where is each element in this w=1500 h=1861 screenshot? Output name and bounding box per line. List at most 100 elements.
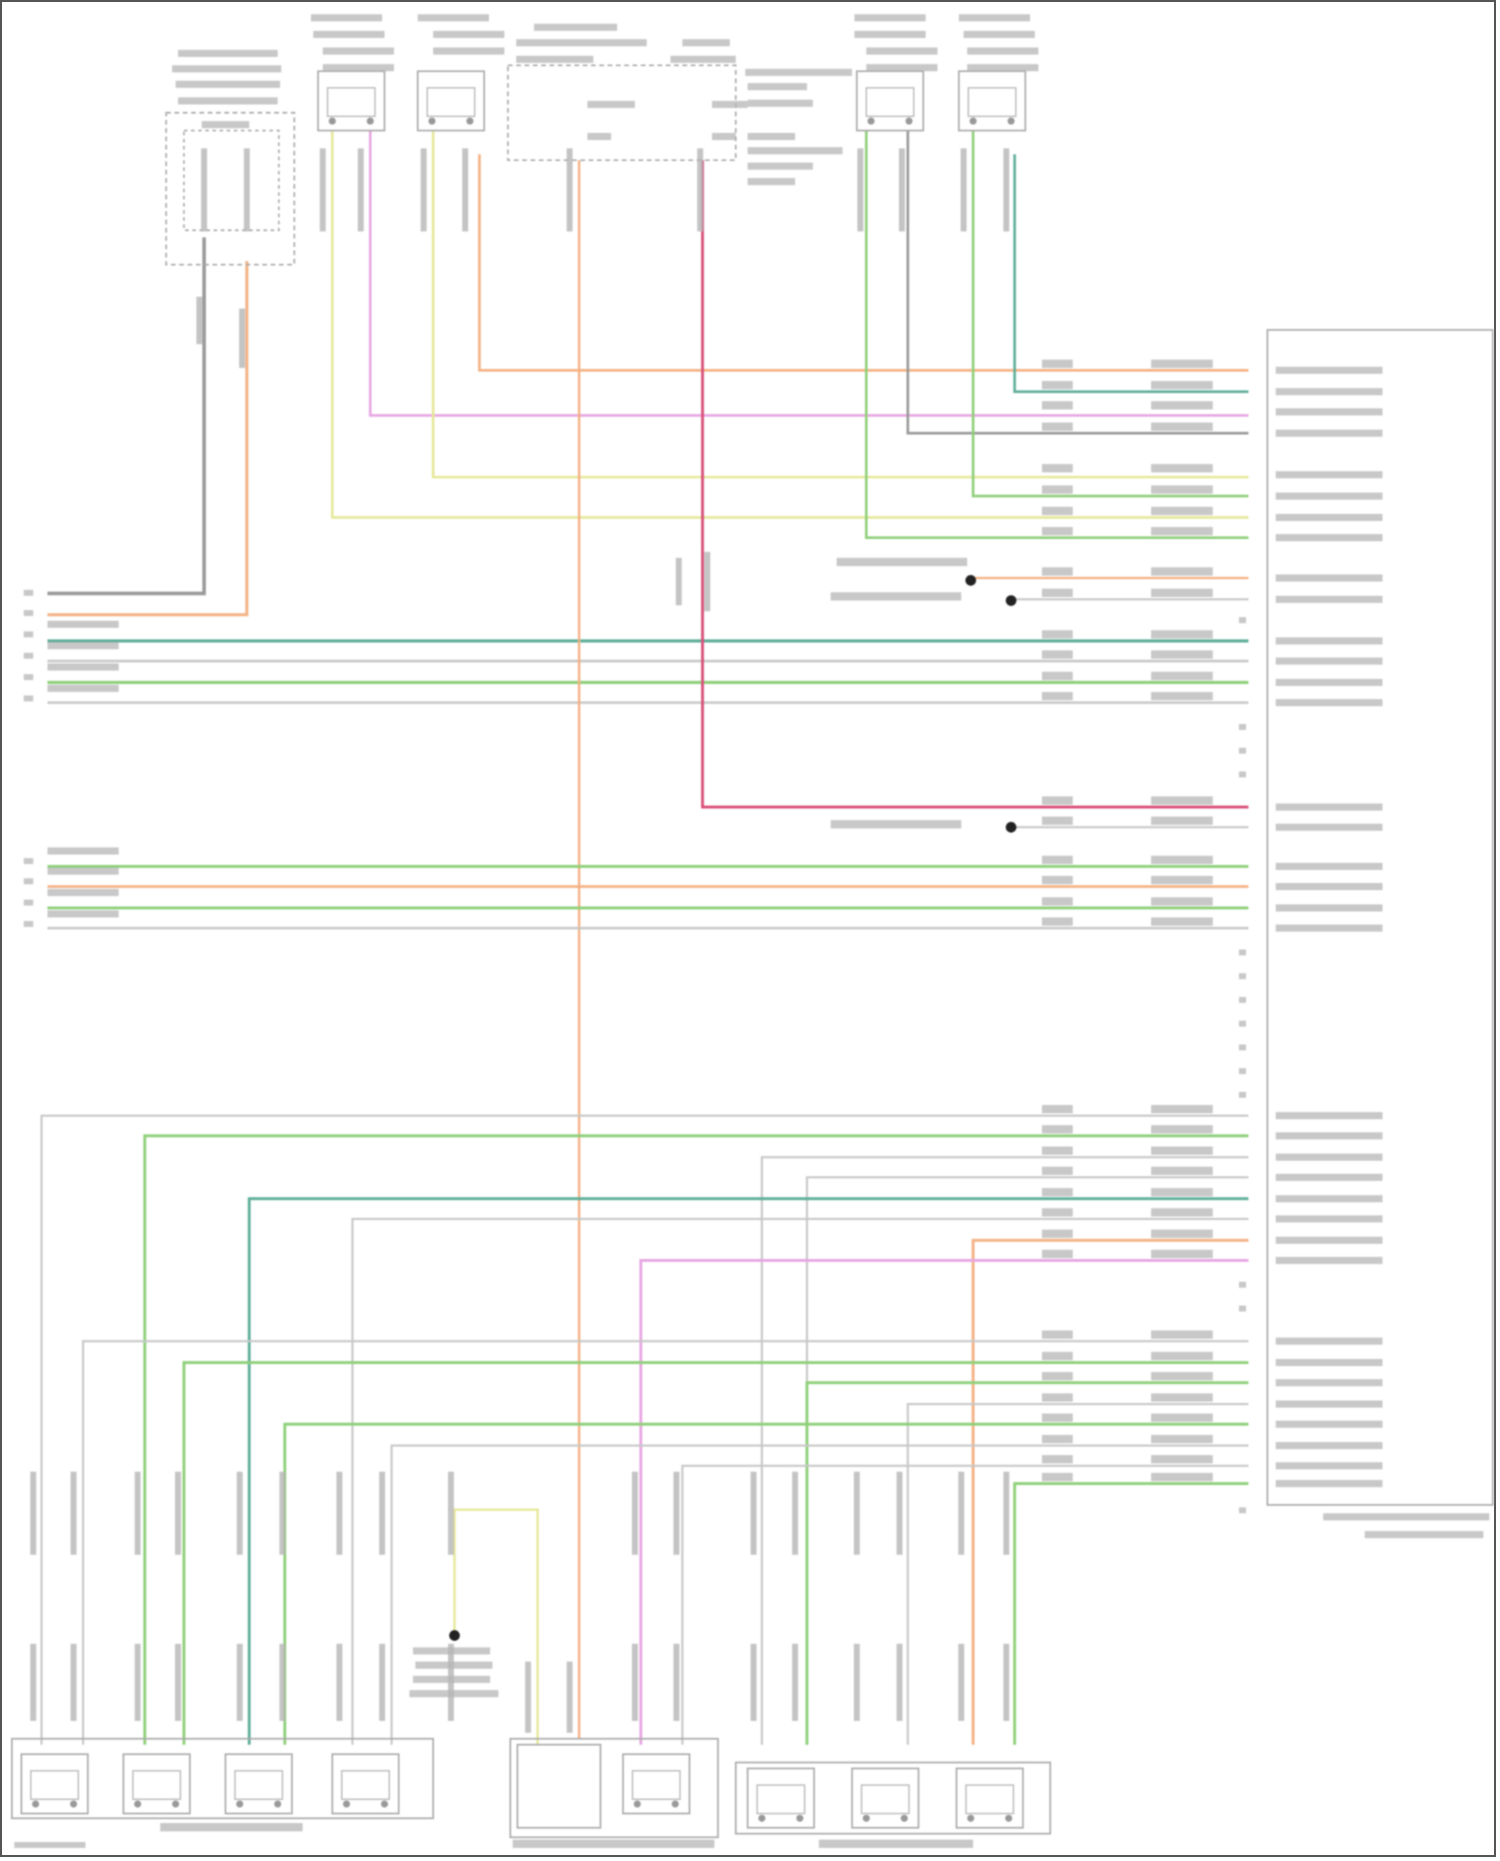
label-placeholder [682, 39, 730, 47]
label-placeholder [1275, 1215, 1383, 1223]
label-placeholder [1041, 855, 1073, 865]
wire-orange [478, 154, 1249, 372]
amplifier-connector-icon [1266, 329, 1494, 1506]
label-placeholder [1151, 1330, 1213, 1339]
wire-label-placeholder [201, 148, 208, 232]
label-placeholder [310, 14, 383, 22]
label-placeholder [1151, 671, 1213, 681]
label-placeholder [322, 64, 394, 72]
connector-body [756, 1784, 806, 1815]
label-placeholder [1041, 1330, 1073, 1339]
label-placeholder [967, 64, 1039, 72]
label-placeholder [1041, 1146, 1073, 1155]
wire-label-placeholder [1003, 1643, 1010, 1721]
pin-icon [1007, 117, 1015, 125]
pin-icon [70, 1800, 78, 1808]
wire-label-placeholder [960, 148, 967, 232]
pin-icon [236, 1800, 244, 1808]
wire-gray [47, 237, 206, 596]
radio-module-icon [507, 64, 737, 162]
label-placeholder [14, 1842, 86, 1848]
label-placeholder [47, 910, 119, 918]
wire-label-placeholder [631, 1471, 638, 1555]
wire-label-placeholder [1003, 1471, 1010, 1555]
label-placeholder [1151, 567, 1213, 576]
label-placeholder [47, 684, 119, 692]
label-placeholder [516, 39, 647, 47]
wire-label-placeholder [239, 308, 246, 368]
wire-label-placeholder [525, 1661, 532, 1733]
wire-label-placeholder [379, 1643, 386, 1721]
wire-label-placeholder [673, 1471, 680, 1555]
label-placeholder [1275, 803, 1383, 811]
label-placeholder [1275, 1462, 1383, 1470]
label-placeholder [1151, 1472, 1213, 1482]
wire-red [701, 160, 1249, 809]
label-placeholder [967, 47, 1039, 55]
label-placeholder [836, 557, 968, 567]
label-placeholder [854, 14, 926, 22]
wires [40, 130, 1249, 1745]
label-placeholder [1275, 1420, 1383, 1428]
splice-dot-icon [965, 575, 977, 586]
label-placeholder [409, 1690, 499, 1698]
label-placeholder [1151, 1229, 1213, 1238]
pin-icon [32, 1800, 40, 1808]
label-placeholder [1151, 816, 1213, 825]
label-placeholder [1041, 401, 1073, 410]
connector-body [426, 87, 476, 118]
wire-label-placeholder [70, 1643, 77, 1721]
wire-label-placeholder [631, 1643, 638, 1721]
label-placeholder [1151, 526, 1213, 536]
label-placeholder [1275, 513, 1383, 522]
pin-icon [328, 117, 336, 125]
label-placeholder [322, 47, 394, 55]
label-placeholder [1041, 1455, 1073, 1464]
wire-label-placeholder [896, 1471, 903, 1555]
label-placeholder [178, 49, 278, 57]
label-placeholder [1041, 1351, 1073, 1361]
label-placeholder [587, 132, 612, 141]
label-placeholder [1238, 1281, 1247, 1288]
label-placeholder [1041, 796, 1073, 805]
wire-label-placeholder [236, 1643, 243, 1721]
label-placeholder [1151, 588, 1213, 597]
pin-icon [172, 1800, 180, 1808]
wire-green [1013, 1482, 1249, 1745]
wire-orange [971, 1238, 1249, 1745]
label-placeholder [1151, 691, 1213, 701]
wire-lightgray [681, 1464, 1249, 1745]
wire-lightgray [40, 1114, 1249, 1745]
wire-lightgray [760, 1156, 1249, 1745]
wire-label-placeholder [134, 1643, 141, 1721]
wire-yellow [431, 130, 1249, 479]
splice-dot-icon [1005, 595, 1017, 606]
label-placeholder [1041, 359, 1073, 368]
speaker-icon [224, 1753, 293, 1815]
label-placeholder [1151, 1188, 1213, 1197]
label-placeholder [1041, 526, 1073, 536]
label-placeholder [1238, 723, 1247, 730]
wire-lightgray [390, 1444, 1249, 1745]
label-placeholder [1041, 691, 1073, 701]
label-placeholder [1275, 1236, 1383, 1244]
label-placeholder [745, 68, 853, 76]
wire-label-placeholder [750, 1471, 757, 1555]
label-placeholder [1238, 1044, 1247, 1051]
label-placeholder [866, 47, 938, 55]
label-placeholder [1041, 506, 1073, 516]
label-placeholder [1041, 1104, 1073, 1114]
label-placeholder [1151, 897, 1213, 906]
pin-icon [134, 1800, 142, 1808]
wire-lightgray [351, 1217, 1249, 1745]
label-placeholders [14, 14, 1490, 1848]
pin-icon [380, 1800, 389, 1808]
label-placeholder [1275, 1480, 1383, 1488]
label-placeholder [47, 888, 119, 897]
label-placeholder [1238, 771, 1247, 778]
label-placeholder [47, 663, 119, 671]
label-placeholder [1364, 1531, 1484, 1539]
label-placeholder [1275, 574, 1383, 582]
label-placeholder [830, 592, 962, 601]
label-placeholder [1151, 796, 1213, 805]
